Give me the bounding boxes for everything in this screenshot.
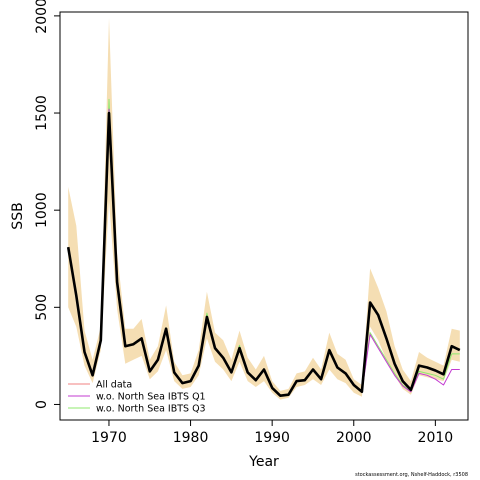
x-tick-label: 1970 [91, 430, 127, 446]
plot-frame [59, 11, 469, 421]
credit-text: stockassessment.org, Nshelf-Haddock, r35… [355, 472, 468, 478]
x-axis-title: Year [248, 454, 279, 470]
confidence-band [68, 17, 460, 400]
confidence-band-layer [68, 17, 460, 400]
y-tick-label: 1500 [34, 95, 50, 131]
y-tick-label: 1000 [34, 192, 50, 228]
y-tick-label: 500 [34, 294, 50, 321]
y-axis: 0 500 1000 1500 2000 [34, 0, 60, 409]
legend-label: w.o. North Sea IBTS Q1 [96, 392, 206, 403]
y-tick-label: 2000 [34, 0, 50, 34]
x-axis: 1970 1980 1990 2000 2010 [91, 420, 453, 446]
y-tick-label: 0 [34, 400, 50, 409]
series-line-all-data [66, 111, 461, 398]
x-tick-label: 2010 [418, 430, 454, 446]
y-axis-title: SSB [10, 202, 26, 229]
legend-label: w.o. North Sea IBTS Q3 [96, 404, 206, 415]
legend-label: All data [96, 380, 132, 391]
series-layer [66, 98, 461, 398]
x-tick-label: 1980 [173, 430, 209, 446]
x-tick-label: 1990 [254, 430, 290, 446]
x-tick-label: 2000 [336, 430, 372, 446]
